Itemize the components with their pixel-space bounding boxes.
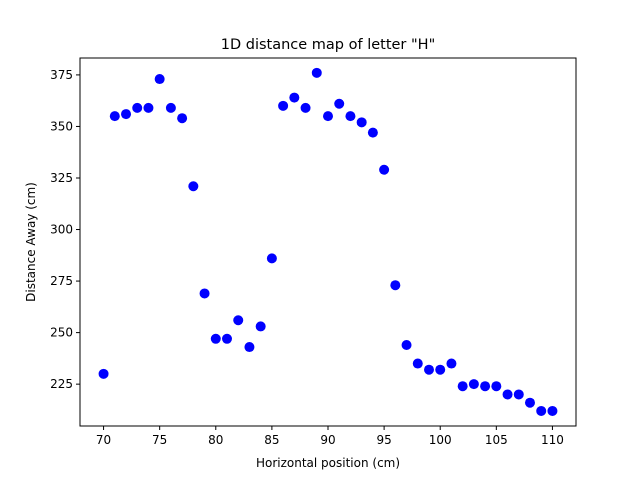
data-point [233, 315, 244, 326]
data-point [255, 321, 266, 332]
data-point [109, 111, 120, 122]
y-tick-label: 325 [50, 171, 73, 185]
x-tick-label: 95 [376, 433, 391, 447]
data-point [524, 397, 535, 408]
y-tick-label: 300 [50, 223, 73, 237]
x-axis-ticks: 70 75 80 85 90 95 100 105 110 [96, 426, 564, 447]
y-tick-label: 250 [50, 326, 73, 340]
y-tick-label: 350 [50, 119, 73, 133]
y-tick-label: 275 [50, 274, 73, 288]
x-tick-label: 105 [485, 433, 508, 447]
data-point [502, 389, 513, 400]
data-point [199, 288, 210, 299]
data-point [367, 127, 378, 138]
data-point [289, 92, 300, 103]
x-tick-label: 100 [429, 433, 452, 447]
data-point [480, 381, 491, 392]
data-point [457, 381, 468, 392]
x-tick-label: 90 [320, 433, 335, 447]
data-point [244, 342, 255, 353]
y-tick-label: 225 [50, 377, 73, 391]
data-point [356, 117, 367, 128]
data-point [435, 364, 446, 375]
x-tick-label: 110 [541, 433, 564, 447]
data-point [446, 358, 457, 369]
data-point [513, 389, 524, 400]
data-point [278, 100, 289, 111]
data-point [412, 358, 423, 369]
x-tick-label: 70 [96, 433, 111, 447]
data-point [536, 405, 547, 416]
x-axis-label: Horizontal position (cm) [256, 456, 400, 470]
x-tick-label: 85 [264, 433, 279, 447]
data-point [390, 280, 401, 291]
data-point [121, 109, 132, 120]
data-point [379, 164, 390, 175]
data-point [266, 253, 277, 264]
data-point [468, 379, 479, 390]
x-tick-label: 80 [208, 433, 223, 447]
data-point [334, 98, 345, 109]
data-point [132, 102, 143, 113]
data-point [491, 381, 502, 392]
data-point [547, 405, 558, 416]
data-point [345, 111, 356, 122]
data-points [98, 67, 558, 416]
data-point [143, 102, 154, 113]
data-point [154, 74, 165, 85]
data-point [188, 181, 199, 192]
x-tick-label: 75 [152, 433, 167, 447]
data-point [165, 102, 176, 113]
data-point [323, 111, 333, 122]
data-point [424, 364, 434, 375]
data-point [177, 113, 188, 124]
data-point [300, 102, 311, 113]
data-point [401, 339, 412, 350]
y-axis-ticks: 225 250 275 300 325 350 375 [50, 68, 80, 391]
y-tick-label: 375 [50, 68, 73, 82]
data-point [210, 333, 221, 344]
data-point [98, 368, 109, 379]
data-point [222, 333, 232, 344]
chart-title: 1D distance map of letter "H" [221, 37, 436, 53]
data-point [311, 67, 322, 78]
y-axis-label: Distance Away (cm) [24, 182, 38, 302]
